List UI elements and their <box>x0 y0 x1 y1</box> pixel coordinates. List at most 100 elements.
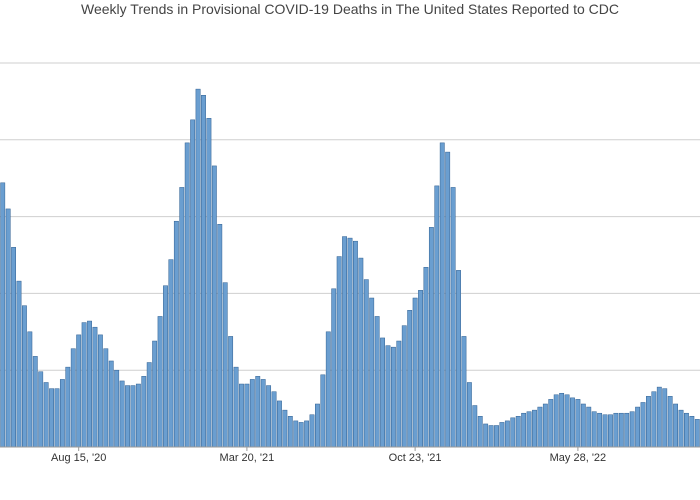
bar <box>173 220 179 448</box>
bar <box>602 414 608 448</box>
bar <box>450 187 456 448</box>
bar <box>390 346 396 448</box>
bar <box>97 334 103 448</box>
bar <box>608 414 613 448</box>
bar <box>374 316 380 448</box>
bar <box>472 405 478 448</box>
bar <box>428 227 434 448</box>
bar <box>0 182 6 448</box>
bar <box>613 412 619 448</box>
bar <box>157 316 163 448</box>
bar <box>656 386 662 448</box>
bar <box>499 422 505 448</box>
bar <box>380 337 385 448</box>
bar <box>673 403 678 448</box>
bar <box>358 257 364 448</box>
x-tick-label: Oct 23, '21 <box>389 452 442 464</box>
bar <box>396 340 402 448</box>
bar <box>125 385 130 448</box>
bar <box>353 240 358 448</box>
bar <box>81 322 87 448</box>
bar <box>239 383 244 448</box>
bar <box>114 369 120 448</box>
bar <box>412 297 418 448</box>
bar <box>92 326 98 448</box>
bar <box>298 422 304 448</box>
bar <box>684 412 689 448</box>
bar <box>146 362 152 448</box>
bar <box>407 310 413 448</box>
bar <box>233 366 239 448</box>
bar <box>667 396 673 448</box>
bar <box>32 356 38 448</box>
bar <box>190 119 196 448</box>
bar <box>195 88 201 448</box>
bar <box>526 411 532 448</box>
bar <box>277 400 282 448</box>
x-tick-label: May 28, '22 <box>550 452 607 464</box>
bar <box>222 282 228 448</box>
bar <box>456 270 461 448</box>
bar <box>423 267 429 448</box>
bar <box>624 412 630 448</box>
bar <box>678 409 684 448</box>
bar <box>445 151 451 448</box>
bar <box>483 423 489 448</box>
bar <box>309 414 315 448</box>
bar <box>336 256 342 448</box>
bar <box>5 208 11 448</box>
bar <box>597 412 603 448</box>
bar <box>548 399 554 448</box>
bar <box>179 187 185 448</box>
bar <box>184 142 190 448</box>
bar <box>575 399 581 448</box>
bar <box>11 247 16 448</box>
bar <box>347 237 353 448</box>
bar <box>260 379 266 448</box>
bar <box>586 406 592 448</box>
bar <box>228 336 234 448</box>
bar <box>282 409 288 448</box>
x-tick-label: Mar 20, '21 <box>220 452 275 464</box>
bar <box>694 419 700 448</box>
bar <box>439 142 445 448</box>
bar <box>130 385 136 448</box>
bar <box>135 383 141 448</box>
bar <box>629 411 635 448</box>
bar <box>141 376 147 448</box>
bar <box>477 416 483 448</box>
bar <box>54 388 60 448</box>
bar <box>206 118 212 448</box>
bar <box>320 374 326 448</box>
bar <box>369 297 375 448</box>
bar <box>152 340 158 448</box>
bar <box>266 385 272 448</box>
bar <box>466 382 472 448</box>
bar <box>287 416 293 448</box>
bar <box>532 409 537 448</box>
bar <box>510 417 516 448</box>
bar <box>461 336 467 448</box>
bar <box>342 236 347 448</box>
bar <box>27 331 33 448</box>
bar <box>49 388 54 448</box>
bar <box>249 379 255 448</box>
bar <box>59 379 65 448</box>
bar <box>418 290 423 448</box>
bar <box>635 406 641 448</box>
bar <box>662 388 668 448</box>
bar <box>65 366 71 448</box>
bar <box>325 331 331 448</box>
bar <box>201 95 206 448</box>
bar <box>119 380 125 448</box>
bar <box>618 412 624 448</box>
bar <box>434 185 440 448</box>
bar <box>494 425 499 448</box>
bar <box>244 383 250 448</box>
bar <box>70 348 76 448</box>
bar <box>651 391 657 448</box>
bar <box>580 403 586 448</box>
bar <box>304 420 310 448</box>
